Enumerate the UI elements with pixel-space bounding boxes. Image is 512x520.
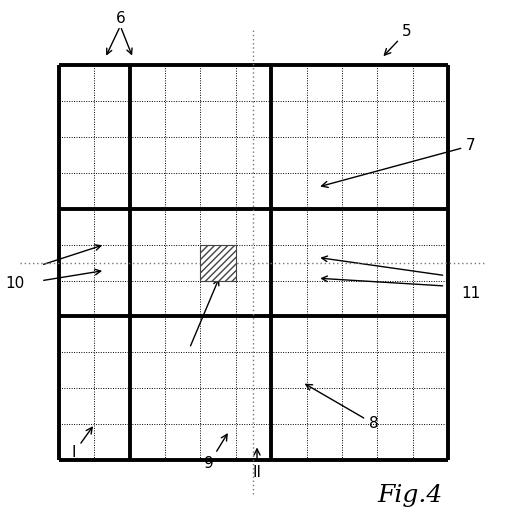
Text: 7: 7 (322, 138, 476, 187)
Text: 10: 10 (6, 276, 25, 291)
Text: 8: 8 (306, 384, 378, 431)
Text: 9: 9 (204, 434, 227, 471)
Text: 5: 5 (385, 24, 412, 55)
Text: I: I (72, 427, 92, 460)
Text: 6: 6 (115, 11, 125, 25)
Text: 11: 11 (461, 287, 481, 301)
Text: Fig.4: Fig.4 (377, 484, 442, 506)
Text: II: II (252, 449, 262, 479)
Bar (200, 244, 236, 281)
